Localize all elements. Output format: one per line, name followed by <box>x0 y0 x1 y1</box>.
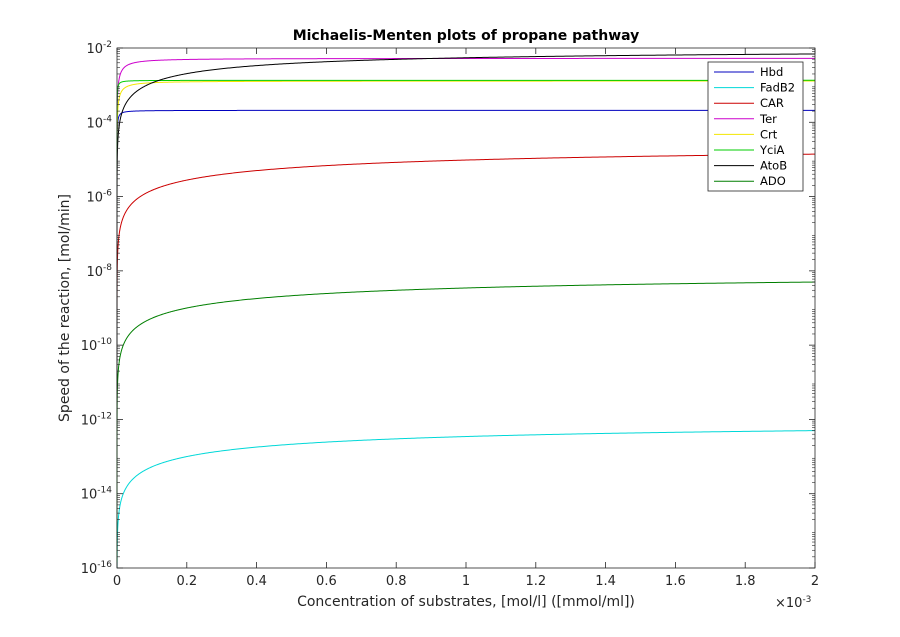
chart-title: Michaelis-Menten plots of propane pathwa… <box>293 28 640 44</box>
series-layer <box>116 53 816 569</box>
x-multiplier-exponent: -3 <box>802 595 811 605</box>
y-tick-label: 10-4 <box>86 114 112 131</box>
x-tick-label: 0.2 <box>176 574 197 589</box>
y-tick-label: 10-16 <box>81 560 113 577</box>
x-tick-label: 1 <box>462 574 470 589</box>
plot-area <box>117 48 815 568</box>
series-line-ycia <box>116 79 815 568</box>
x-multiplier: ×10-3 <box>775 595 811 611</box>
x-tick-label: 0.4 <box>246 574 267 589</box>
x-tick-label: 0.8 <box>386 574 407 589</box>
x-multiplier-base: ×10 <box>775 596 802 611</box>
x-tick-label: 1.2 <box>525 574 546 589</box>
y-tick-label: 10-12 <box>81 411 112 428</box>
legend-label-ter: Ter <box>759 112 777 126</box>
y-tick-label: 10-6 <box>86 189 112 206</box>
series-line-fadb2 <box>116 430 816 569</box>
x-tick-label: 1.6 <box>665 574 686 589</box>
x-tick-label: 0.6 <box>316 574 337 589</box>
x-tick-label: 0 <box>113 574 121 589</box>
x-tick-label: 1.4 <box>595 574 616 589</box>
x-tick-label: 2 <box>811 574 819 589</box>
y-tick-label: 10-2 <box>86 40 112 57</box>
x-tick-label: 1.8 <box>735 574 756 589</box>
series-line-atob <box>116 53 816 568</box>
series-line-ter <box>116 57 815 568</box>
series-line-ado <box>116 281 816 568</box>
legend-label-hbd: Hbd <box>760 65 783 79</box>
series-line-car <box>116 153 816 568</box>
legend-label-ado: ADO <box>760 174 786 188</box>
y-axis-label: Speed of the reaction, [mol/min] <box>57 194 73 422</box>
y-tick-label: 10-10 <box>81 337 113 354</box>
y-tick-label: 10-8 <box>86 263 112 280</box>
series-line-hbd <box>116 109 815 568</box>
legend-label-car: CAR <box>760 96 784 110</box>
x-axis-label: Concentration of substrates, [mol/l] ([m… <box>297 594 635 610</box>
series-line-crt <box>116 80 815 568</box>
x-axis-ticks: 0 0.2 0.4 0.6 0.8 1 1.2 1.4 1.6 1.8 2 <box>113 48 819 589</box>
legend-box <box>707 61 804 192</box>
y-axis-ticks: 10-16 10-14 10-12 10-10 10-8 10-6 10-4 10-2 <box>81 40 815 577</box>
legend-label-fadb2: FadB2 <box>760 81 795 95</box>
legend-label-atob: AtoB <box>760 159 787 173</box>
legend-label-ycia: YciA <box>759 143 785 157</box>
y-tick-label: 10-14 <box>81 486 113 503</box>
legend-label-crt: Crt <box>760 127 778 141</box>
